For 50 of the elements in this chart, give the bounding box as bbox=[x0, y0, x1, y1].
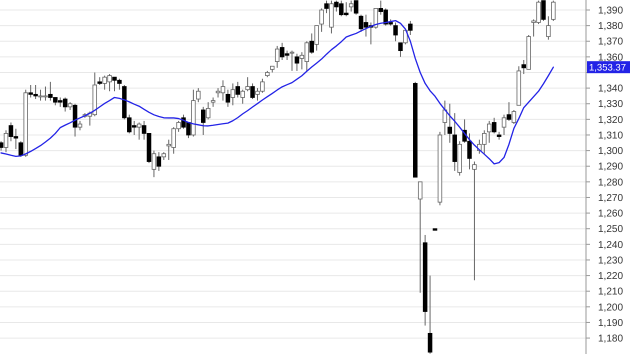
candlestick bbox=[78, 120, 82, 131]
candlestick bbox=[245, 76, 250, 92]
candlestick bbox=[374, 8, 378, 30]
y-tick-label: 1,340 bbox=[598, 84, 624, 95]
y-tick-label: 1,220 bbox=[598, 271, 624, 282]
candlestick bbox=[428, 275, 432, 354]
y-tick-label: 1,210 bbox=[598, 286, 624, 298]
text: 1,353.37 bbox=[589, 62, 626, 74]
candlestick bbox=[230, 82, 236, 106]
y-tick-label: 1,200 bbox=[598, 302, 624, 314]
y-tick-label: 1,260 bbox=[598, 208, 624, 220]
candlestick bbox=[210, 96, 216, 108]
y-tick-label: 1,290 bbox=[598, 162, 624, 173]
candlestick bbox=[472, 161, 477, 281]
y-tick-label: 1,380 bbox=[598, 21, 624, 32]
y-tick-label: 1,320 bbox=[598, 114, 624, 126]
candlestick bbox=[4, 130, 8, 153]
candlestick bbox=[274, 45, 280, 68]
candlestick bbox=[240, 89, 245, 104]
candlestick bbox=[418, 181, 422, 294]
candlestick bbox=[546, 16, 551, 40]
y-tick-label: 1,230 bbox=[598, 255, 624, 266]
candlestick bbox=[314, 25, 319, 52]
y-tick-label: 1,270 bbox=[598, 192, 624, 204]
candlestick bbox=[348, 0, 354, 12]
line-series bbox=[0, 20, 554, 165]
candlestick bbox=[393, 22, 398, 42]
y-tick-label: 1,390 bbox=[598, 6, 624, 16]
y-tick-label: 1,360 bbox=[598, 52, 624, 64]
candlestick bbox=[329, 0, 334, 34]
y-tick-label: 1,300 bbox=[598, 146, 624, 158]
candlestick bbox=[502, 114, 506, 136]
candlestick bbox=[442, 100, 448, 136]
y-tick-label: 1,370 bbox=[598, 36, 624, 48]
y-tick-label: 1,240 bbox=[598, 240, 624, 251]
y-tick-label: 1,330 bbox=[598, 99, 624, 110]
y-tick-label: 1,310 bbox=[598, 130, 624, 142]
y-tick-label: 1,180 bbox=[598, 334, 624, 345]
candlestick bbox=[512, 109, 516, 125]
y-tick-label: 1,250 bbox=[598, 224, 624, 236]
candlestick bbox=[152, 150, 156, 178]
candlestick bbox=[486, 120, 492, 144]
candlestick bbox=[196, 88, 201, 103]
candlestick bbox=[448, 103, 452, 144]
y-tick-label: 1,280 bbox=[598, 177, 624, 188]
y-tick-label: 1,190 bbox=[598, 318, 624, 329]
candlestick bbox=[136, 122, 142, 140]
candlestick bbox=[319, 8, 324, 32]
candlestick bbox=[551, 0, 556, 22]
candlestick bbox=[206, 102, 210, 120]
